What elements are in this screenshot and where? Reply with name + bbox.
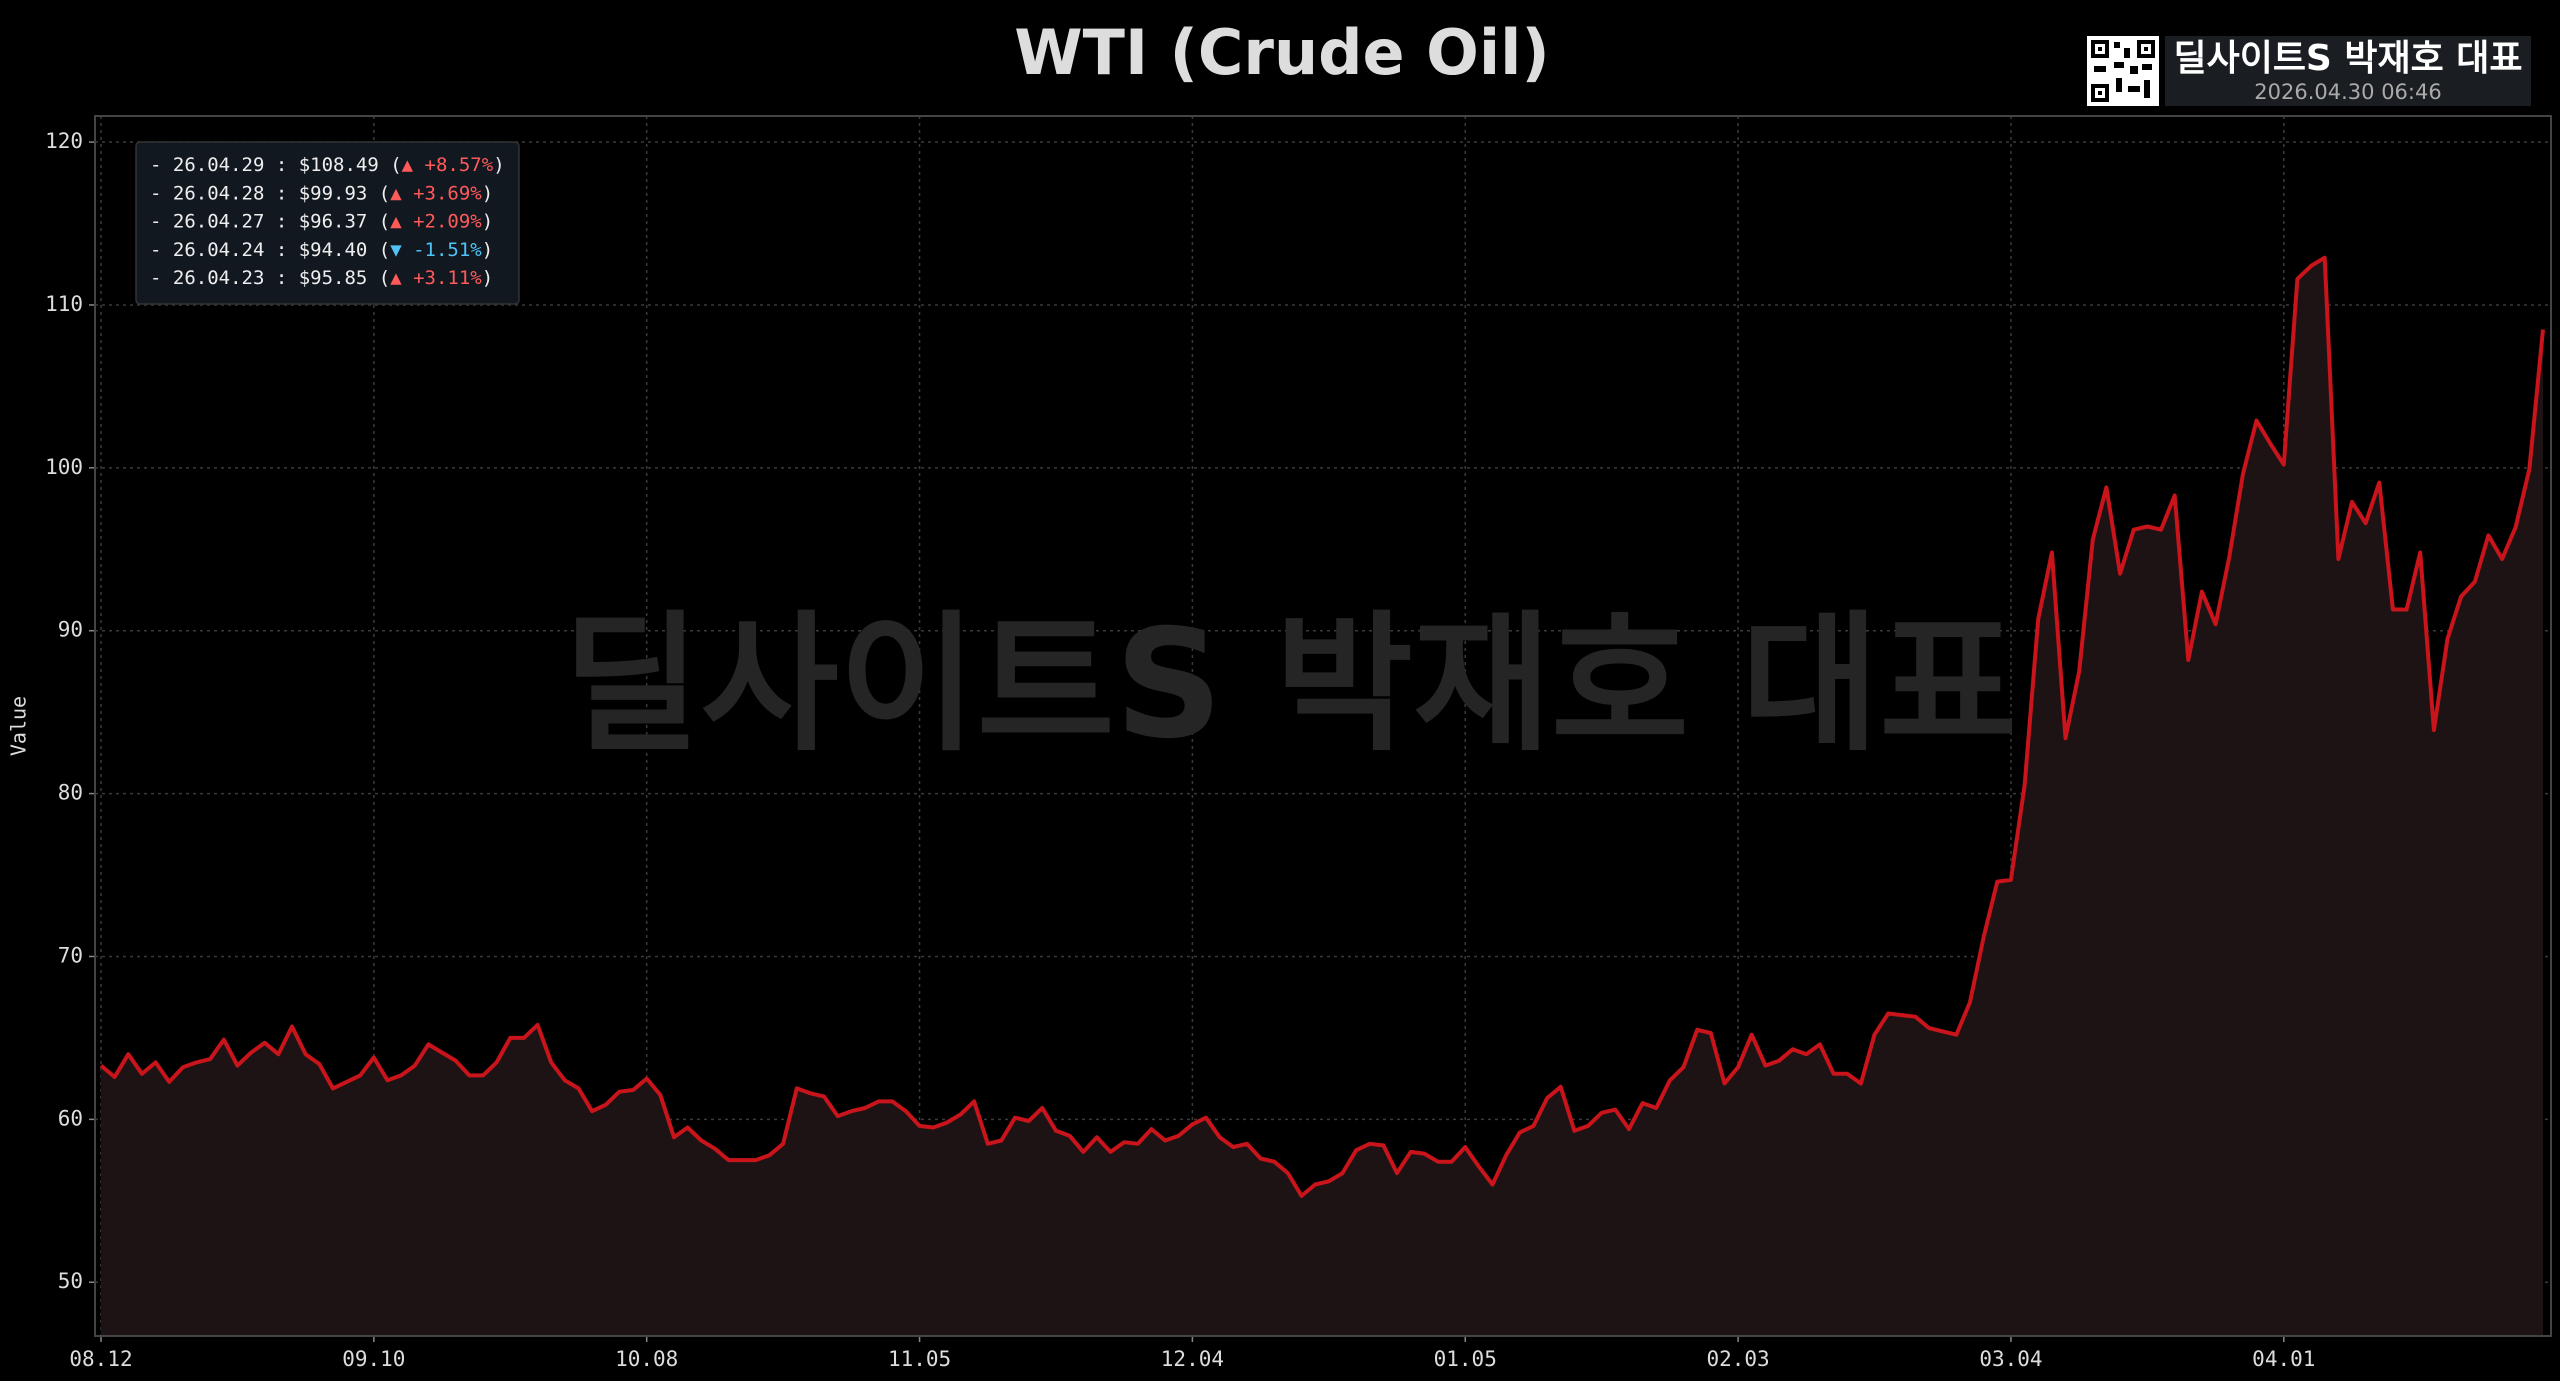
y-tick-label: 100: [45, 455, 83, 479]
watermark: 딜사이트S 박재호 대표: [563, 598, 2017, 772]
legend-label: - 26.04.23 : $95.85 (: [150, 267, 390, 289]
chart-title: WTI (Crude Oil): [1014, 16, 1549, 89]
legend-label: ): [482, 238, 493, 260]
badge-name: 딜사이트S 박재호 대표: [2173, 38, 2522, 79]
legend-change: ▲ +8.57%: [402, 154, 494, 176]
x-tick-label: 02.03: [1706, 1347, 1769, 1371]
y-tick-label: 50: [58, 1269, 83, 1293]
legend-entry: - 26.04.28 : $99.93 (▲ +3.69%): [150, 182, 493, 204]
legend-change: ▲ +3.11%: [390, 267, 482, 289]
legend-change: ▲ +2.09%: [390, 210, 482, 232]
area: [101, 257, 2543, 1337]
y-tick-label: 120: [45, 129, 83, 153]
x-tick-label: 09.10: [342, 1347, 405, 1371]
y-tick-label: 70: [58, 943, 83, 967]
legend-label: - 26.04.29 : $108.49 (: [150, 154, 402, 176]
x-tick-label: 08.12: [69, 1347, 132, 1371]
x-tick-label: 04.01: [2252, 1347, 2315, 1371]
plot-frame: [94, 115, 2552, 1337]
y-tick-label: 60: [58, 1106, 83, 1130]
legend-label: ): [493, 154, 504, 176]
legend-label: ): [482, 182, 493, 204]
legend-entry: - 26.04.24 : $94.40 (▼ -1.51%): [150, 238, 493, 260]
x-tick-label: 12.04: [1161, 1347, 1224, 1371]
x-tick-label: 01.05: [1434, 1347, 1497, 1371]
x-tick-label: 11.05: [888, 1347, 951, 1371]
legend-label: - 26.04.27 : $96.37 (: [150, 210, 390, 232]
x-tick-label: 10.08: [615, 1347, 678, 1371]
legend: - 26.04.29 : $108.49 (▲ +8.57%)- 26.04.2…: [135, 141, 520, 305]
legend-entry: - 26.04.27 : $96.37 (▲ +2.09%): [150, 210, 493, 232]
legend-entry: - 26.04.23 : $95.85 (▲ +3.11%): [150, 267, 493, 289]
legend-label: - 26.04.24 : $94.40 (: [150, 238, 390, 260]
legend-change: ▲ +3.69%: [390, 182, 482, 204]
y-tick-label: 90: [58, 618, 83, 642]
y-tick-label: 110: [45, 292, 83, 316]
legend-label: ): [482, 210, 493, 232]
legend-box: [135, 141, 520, 305]
y-tick-label: 80: [58, 781, 83, 805]
line: [99, 255, 2545, 1198]
badge-timestamp: 2026.04.30 06:46: [2254, 80, 2441, 104]
legend-label: - 26.04.28 : $99.93 (: [150, 182, 390, 204]
x-tick-label: 03.04: [1979, 1347, 2042, 1371]
y-axis-label: Value: [7, 696, 31, 756]
qr-code: [2087, 36, 2159, 106]
legend-entry: - 26.04.29 : $108.49 (▲ +8.57%): [150, 154, 505, 176]
legend-change: ▼ -1.51%: [390, 238, 482, 260]
legend-label: ): [482, 267, 493, 289]
badge: [2165, 36, 2531, 106]
